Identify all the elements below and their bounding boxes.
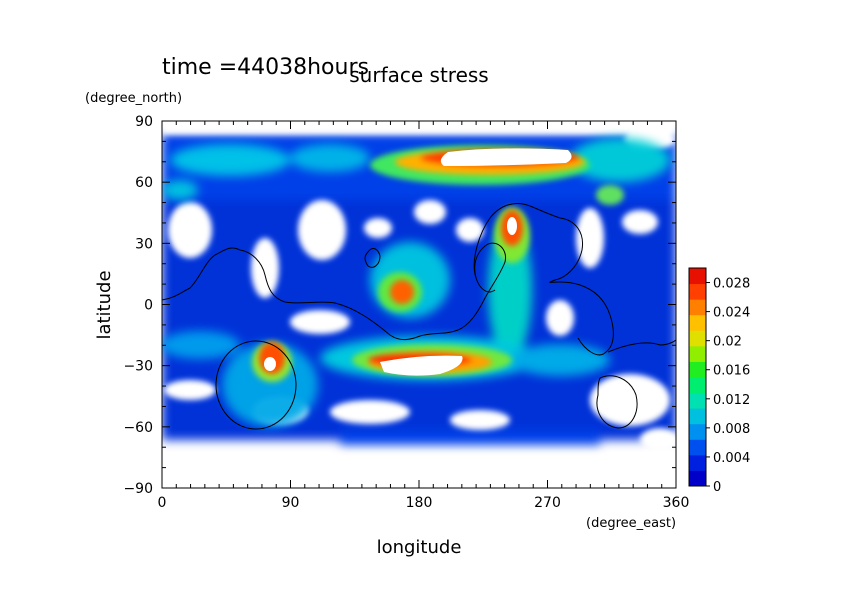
x-tick-label: 360: [663, 495, 690, 511]
x-tick-label: 180: [406, 495, 433, 511]
x-axis-label: longitude: [377, 537, 462, 558]
chart-title: surface stress: [349, 63, 488, 87]
y-tick-label: 0: [144, 298, 153, 314]
y-unit-label: (degree_north): [85, 91, 182, 106]
colorbar-band: [689, 470, 706, 487]
colorbar-tick-label: 0.012: [713, 393, 750, 408]
colorbar-band: [689, 299, 706, 316]
colorbar-band: [689, 377, 706, 394]
time-label: time =44038hours: [162, 55, 369, 80]
x-tick-label: 90: [282, 495, 300, 511]
colorbar-tick-label: 0: [713, 480, 721, 495]
colorbar-band: [689, 408, 706, 425]
colorbar-band: [689, 423, 706, 440]
colorbar-band: [689, 439, 706, 456]
colorbar-tick-label: 0.028: [713, 277, 750, 292]
colorbar: 0.028 0.024 0.02 0.016 0.012 0.008 0.004 0: [688, 267, 750, 495]
y-tick-label: 30: [135, 236, 153, 252]
coastlines: [162, 203, 676, 430]
x-tick-labels: 0 90 180 270 360: [158, 495, 690, 511]
y-tick-label: 90: [135, 114, 153, 130]
y-tick-label: −60: [123, 420, 153, 436]
colorbar-band: [689, 330, 706, 347]
colorbar-band: [689, 268, 706, 285]
x-unit-label: (degree_east): [586, 516, 676, 531]
x-tick-label: 0: [158, 495, 167, 511]
heatmap-field: [162, 121, 676, 488]
colorbar-band: [689, 454, 706, 471]
y-tick-labels: 90 60 30 0 −30 −60 −90: [123, 114, 153, 497]
y-tick-label: 60: [135, 175, 153, 191]
x-tick-label: 270: [534, 495, 561, 511]
colorbar-tick-label: 0.024: [713, 306, 750, 321]
colorbar-tick-label: 0.004: [713, 451, 750, 466]
colorbar-band: [689, 361, 706, 378]
colorbar-tick-label: 0.016: [713, 364, 750, 379]
colorbar-tick-label: 0.008: [713, 422, 750, 437]
y-tick-label: −30: [123, 359, 153, 375]
colorbar-band: [689, 392, 706, 409]
colorbar-band: [689, 283, 706, 300]
plot-frame: [161, 120, 677, 489]
colorbar-band: [689, 314, 706, 331]
colorbar-tick-label: 0.02: [713, 335, 742, 350]
colorbar-band: [689, 345, 706, 362]
y-axis-label: latitude: [94, 270, 115, 339]
y-tick-label: −90: [123, 481, 153, 497]
